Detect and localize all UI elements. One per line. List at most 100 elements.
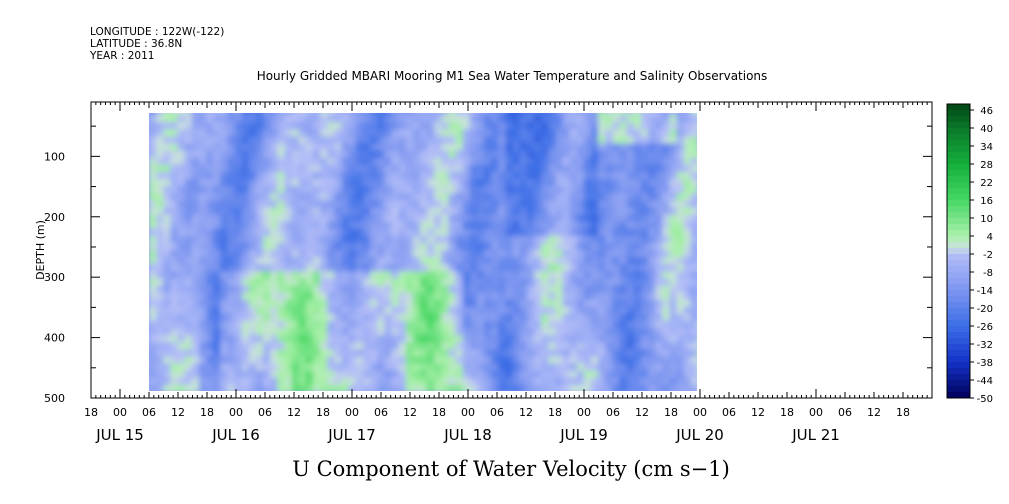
heatmap-cell <box>562 157 571 166</box>
heatmap-cell <box>206 328 215 337</box>
heatmap-cell <box>419 250 429 259</box>
heatmap-cell <box>170 150 179 159</box>
heatmap-cell <box>655 306 664 315</box>
heatmap-cell <box>241 328 250 337</box>
heatmap-cell <box>198 342 208 351</box>
heatmap-cell <box>676 150 685 159</box>
heatmap-cell <box>206 320 215 330</box>
heatmap-cell <box>598 306 607 315</box>
heatmap-cell <box>526 285 535 294</box>
x-day-label: JUL 18 <box>443 426 492 444</box>
heatmap-cell <box>198 292 208 301</box>
heatmap-cell <box>648 299 657 308</box>
heatmap-cell <box>476 193 486 202</box>
heatmap-cell <box>298 278 307 287</box>
heatmap-cell <box>598 299 607 308</box>
heatmap-cell <box>362 235 372 244</box>
heatmap-cell <box>533 200 543 209</box>
heatmap-cell <box>427 150 436 159</box>
heatmap-cell <box>469 257 478 266</box>
heatmap-cell <box>305 342 314 351</box>
heatmap-cell <box>662 129 671 138</box>
heatmap-cell <box>491 299 500 308</box>
heatmap-cell <box>255 292 265 301</box>
heatmap-cell <box>255 242 265 251</box>
heatmap-cell <box>234 342 243 351</box>
heatmap-cell <box>427 384 436 391</box>
heatmap-cell <box>705 307 713 315</box>
heatmap-cell <box>434 285 443 294</box>
heatmap-cell <box>341 264 350 273</box>
heatmap-cell <box>263 113 272 117</box>
heatmap-cell <box>605 384 614 391</box>
heatmap-cell <box>541 150 550 159</box>
heatmap-cell <box>548 129 557 138</box>
heatmap-cell <box>562 384 571 391</box>
heatmap-cell <box>712 165 720 173</box>
colorbar-bin <box>947 200 970 207</box>
heatmap-cell <box>220 136 229 145</box>
heatmap-cell <box>633 335 642 344</box>
heatmap-cell <box>512 179 521 188</box>
heatmap-cell <box>548 306 557 315</box>
heatmap-cell <box>227 157 236 166</box>
heatmap-cell <box>541 349 550 358</box>
heatmap-cell <box>270 157 279 166</box>
heatmap-cell <box>576 306 585 315</box>
heatmap-cell <box>177 115 186 124</box>
heatmap-cell <box>605 370 614 379</box>
heatmap-cell <box>576 136 585 145</box>
heatmap-cell <box>412 136 421 145</box>
heatmap-cell <box>263 115 272 124</box>
heatmap-cell <box>648 264 657 273</box>
heatmap-cell <box>391 179 400 188</box>
heatmap-cell <box>698 193 706 201</box>
heatmap-cell <box>298 349 307 358</box>
heatmap-cell <box>412 285 421 294</box>
heatmap-cell <box>191 122 200 131</box>
heatmap-cell <box>512 356 521 365</box>
heatmap-cell <box>177 363 186 372</box>
heatmap-cell <box>640 377 650 386</box>
heatmap-cell <box>291 306 300 315</box>
heatmap-cell <box>305 228 314 237</box>
heatmap-cell <box>377 377 386 386</box>
heatmap-cell <box>284 200 293 209</box>
heatmap-cell <box>705 264 713 272</box>
heatmap-cell <box>170 179 179 188</box>
heatmap-cell <box>241 129 250 138</box>
heatmap-cell <box>427 171 436 181</box>
heatmap-cell <box>519 113 528 117</box>
heatmap-cell <box>177 221 186 230</box>
heatmap-cell <box>555 299 564 308</box>
heatmap-cell <box>690 349 697 358</box>
heatmap-cell <box>655 363 664 372</box>
heatmap-cell <box>455 384 464 391</box>
heatmap-cell <box>156 193 165 202</box>
heatmap-cell <box>712 172 720 180</box>
heatmap-cell <box>412 143 421 152</box>
heatmap-cell <box>548 363 557 372</box>
heatmap-cell <box>533 313 543 322</box>
heatmap-cell <box>305 370 314 379</box>
heatmap-cell <box>476 278 486 287</box>
heatmap-cell <box>633 157 642 166</box>
heatmap-cell <box>298 257 307 266</box>
heatmap-cell <box>270 164 279 173</box>
colorbar-bin <box>947 116 970 123</box>
heatmap-cell <box>612 143 621 152</box>
heatmap-cell <box>234 186 243 195</box>
heatmap-cell <box>448 214 457 223</box>
heatmap-cell <box>484 264 493 273</box>
heatmap-cell <box>598 186 607 195</box>
heatmap-cell <box>198 356 208 365</box>
heatmap-cell <box>405 214 414 223</box>
heatmap-cell <box>206 342 215 351</box>
heatmap-cell <box>576 335 585 344</box>
heatmap-cell <box>248 122 257 131</box>
x-day-label: JUL 20 <box>675 426 724 444</box>
heatmap-cell <box>227 193 236 202</box>
heatmap-cell <box>284 328 293 337</box>
heatmap-cell <box>434 186 443 195</box>
x-hour-tick-label: 18 <box>896 406 910 419</box>
